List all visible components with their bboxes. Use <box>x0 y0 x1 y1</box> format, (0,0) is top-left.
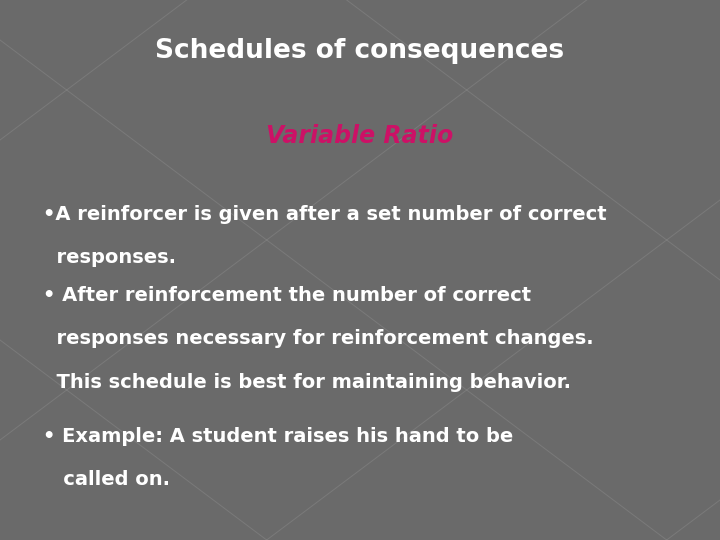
Text: Schedules of consequences: Schedules of consequences <box>156 38 564 64</box>
Text: • Example: A student raises his hand to be: • Example: A student raises his hand to … <box>43 427 513 446</box>
Text: responses necessary for reinforcement changes.: responses necessary for reinforcement ch… <box>43 329 594 348</box>
Text: responses.: responses. <box>43 248 176 267</box>
Text: •A reinforcer is given after a set number of correct: •A reinforcer is given after a set numbe… <box>43 205 607 224</box>
Text: This schedule is best for maintaining behavior.: This schedule is best for maintaining be… <box>43 373 571 392</box>
Text: called on.: called on. <box>43 470 170 489</box>
Text: Variable Ratio: Variable Ratio <box>266 124 454 148</box>
Text: • After reinforcement the number of correct: • After reinforcement the number of corr… <box>43 286 531 305</box>
